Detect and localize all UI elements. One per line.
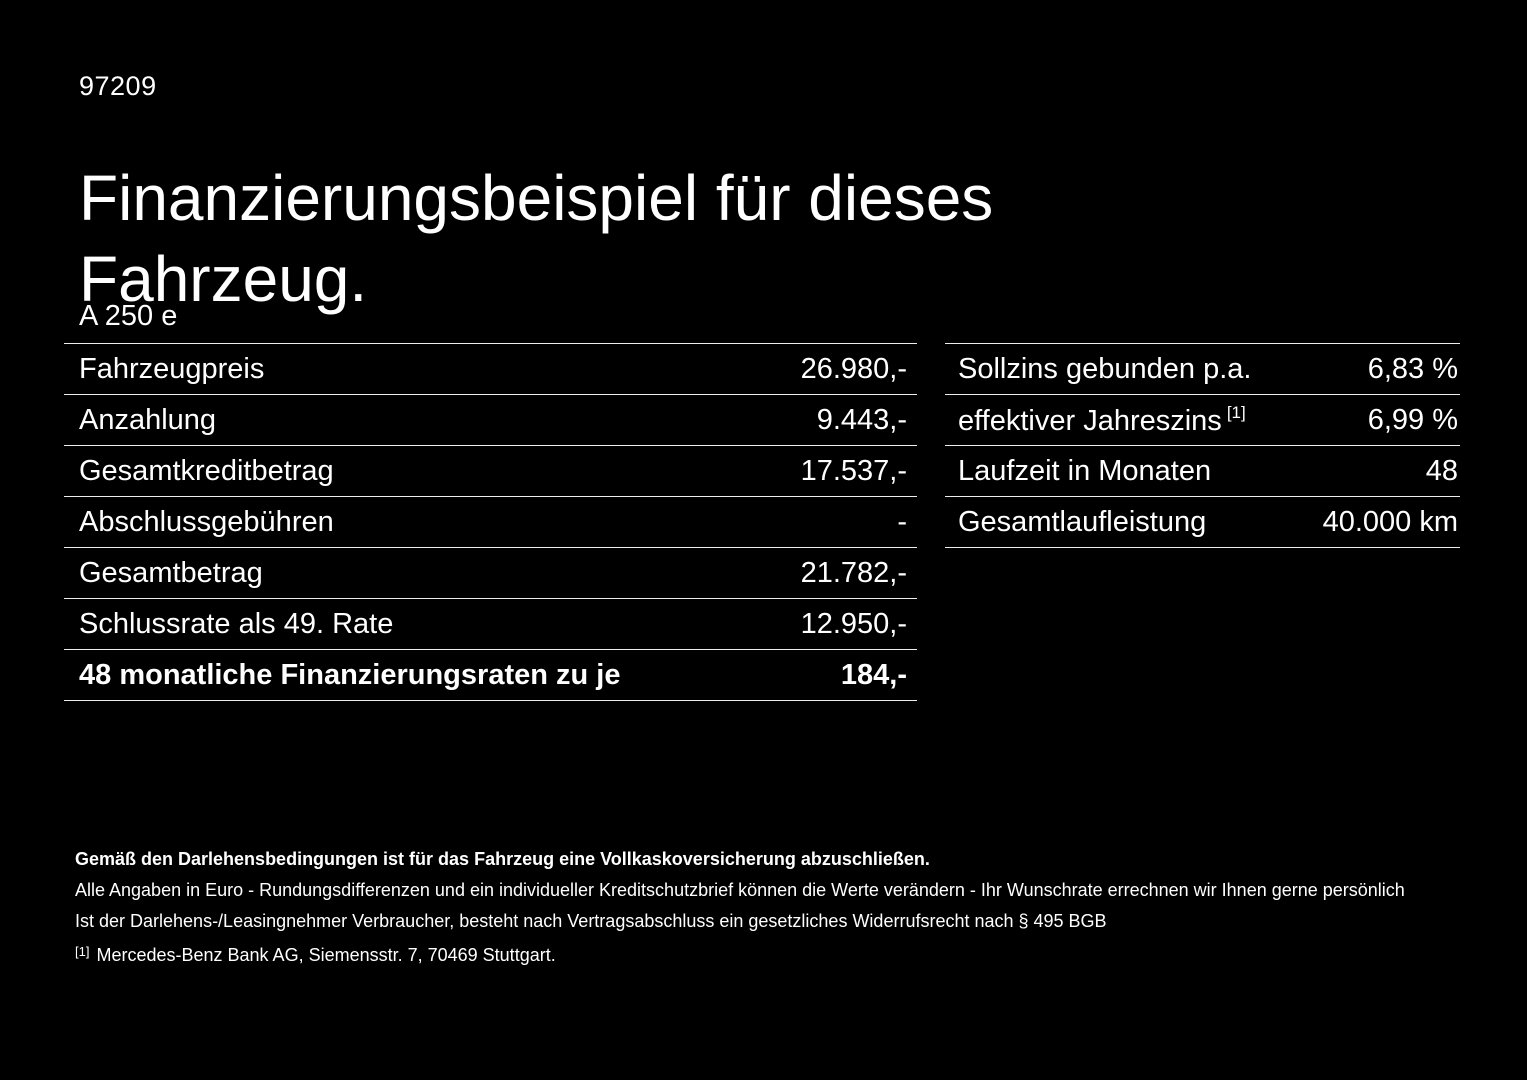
- row-label-text: effektiver Jahreszins: [958, 404, 1222, 437]
- row-label: Schlussrate als 49. Rate: [79, 607, 394, 640]
- row-value: 6,99 %: [1367, 403, 1458, 436]
- table-row: Fahrzeugpreis 26.980,-: [64, 343, 917, 394]
- row-value: 9.443,-: [816, 403, 907, 436]
- row-label: Gesamtlaufleistung: [958, 505, 1207, 538]
- row-value: 17.537,-: [800, 454, 907, 487]
- table-row: Schlussrate als 49. Rate 12.950,-: [64, 598, 917, 649]
- insurance-note: Gemäß den Darlehensbedingungen ist für d…: [75, 849, 930, 869]
- table-row: Laufzeit in Monaten 48: [945, 445, 1460, 496]
- withdrawal-note: Ist der Darlehens-/Leasingnehmer Verbrau…: [75, 911, 1107, 931]
- page-title: Finanzierungsbeispiel für dieses Fahrzeu…: [79, 161, 994, 316]
- row-label: Abschlussgebühren: [79, 505, 334, 538]
- row-label: Laufzeit in Monaten: [958, 454, 1212, 487]
- row-value: 184,-: [840, 658, 907, 691]
- row-label: Gesamtkreditbetrag: [79, 454, 334, 487]
- table-row-monthly-rate: 48 monatliche Finanzierungsraten zu je 1…: [64, 649, 917, 700]
- row-value: 48: [1425, 454, 1458, 487]
- table-row: Abschlussgebühren -: [64, 496, 917, 547]
- footnote-marker: [1]: [1226, 402, 1246, 422]
- table-row: Gesamtbetrag 21.782,-: [64, 547, 917, 598]
- row-label: Sollzins gebunden p.a.: [958, 352, 1252, 385]
- table-row: Sollzins gebunden p.a. 6,83 %: [945, 343, 1460, 394]
- offer-id: 97209: [79, 71, 157, 101]
- table-row: Gesamtlaufleistung 40.000 km: [945, 496, 1460, 547]
- row-value: 6,83 %: [1367, 352, 1458, 385]
- table-row: Gesamtkreditbetrag 17.537,-: [64, 445, 917, 496]
- conditions-table: Sollzins gebunden p.a. 6,83 % effektiver…: [945, 343, 1460, 548]
- row-value: 12.950,-: [800, 607, 907, 640]
- row-value: 40.000 km: [1322, 505, 1458, 538]
- table-row: effektiver Jahreszins [1] 6,99 %: [945, 394, 1460, 445]
- row-value: 26.980,-: [800, 352, 907, 385]
- row-label: 48 monatliche Finanzierungsraten zu je: [79, 658, 621, 691]
- financing-table: Fahrzeugpreis 26.980,- Anzahlung 9.443,-…: [64, 343, 917, 701]
- bank-reference: [1] Mercedes-Benz Bank AG, Siemensstr. 7,…: [75, 944, 556, 966]
- footnote-marker: [1]: [75, 944, 90, 959]
- bank-reference-text: Mercedes-Benz Bank AG, Siemensstr. 7, 70…: [96, 945, 556, 965]
- row-value: -: [897, 505, 907, 538]
- row-label: Fahrzeugpreis: [79, 352, 265, 385]
- row-label: Anzahlung: [79, 403, 217, 436]
- row-label: effektiver Jahreszins [1]: [958, 403, 1246, 438]
- model-name: A 250 e: [79, 300, 178, 332]
- row-label: Gesamtbetrag: [79, 556, 263, 589]
- euro-note: Alle Angaben in Euro - Rundungsdifferenz…: [75, 880, 1405, 900]
- table-row: Anzahlung 9.443,-: [64, 394, 917, 445]
- row-value: 21.782,-: [800, 556, 907, 589]
